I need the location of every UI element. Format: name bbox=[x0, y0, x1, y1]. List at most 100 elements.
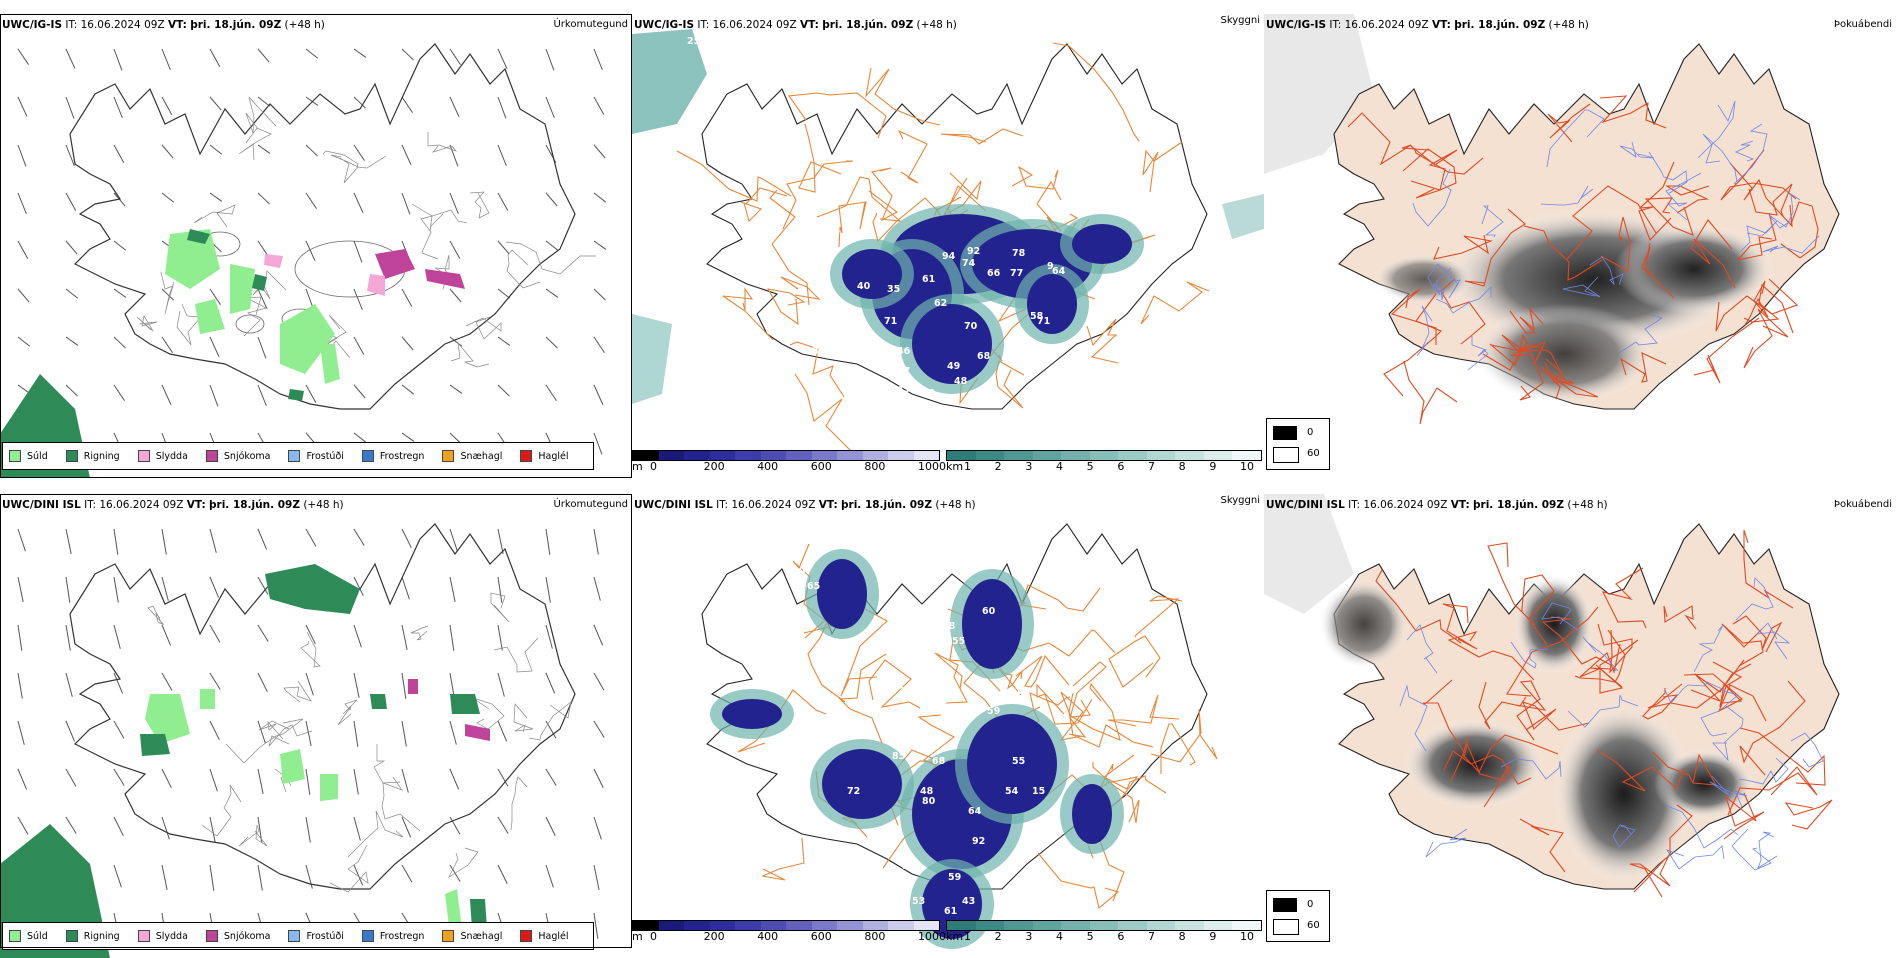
legend-item: Frostregn bbox=[361, 930, 425, 942]
panel-variable-title: Þokuábendi bbox=[1833, 19, 1892, 30]
legend-item: Haglél bbox=[520, 930, 569, 942]
colorbar-tick: 4 bbox=[1056, 930, 1063, 943]
visibility-map-canvas: 5065760585572591175688512155546415488092… bbox=[701, 523, 1218, 949]
elevation-label: 47 bbox=[897, 366, 910, 377]
panel-header: UWC/DINI ISL IT: 16.06.2024 09Z VT: þri.… bbox=[1266, 499, 1608, 511]
legend-item: Snæhagl bbox=[442, 930, 502, 942]
elevation-label: 92 bbox=[967, 246, 980, 257]
elevation-label: 35 bbox=[887, 284, 900, 295]
colorbar-tick: 6 bbox=[1117, 460, 1125, 473]
elevation-label: 66 bbox=[987, 268, 1001, 279]
colorbar-tick: 5 bbox=[1086, 460, 1094, 473]
precip-type-map-bottom: UWC/DINI ISL IT: 16.06.2024 09Z VT: þri.… bbox=[0, 494, 632, 958]
colorbar-tick: 5 bbox=[1086, 930, 1094, 943]
legend-item: Frostúði bbox=[288, 930, 344, 942]
colorbar-tick: 9 bbox=[1209, 930, 1217, 943]
legend-label: Frostregn bbox=[379, 450, 425, 462]
elevation-label: 77 bbox=[1010, 268, 1023, 279]
height-colorbar: m 0 200 400 600 800 1000 bbox=[632, 450, 946, 473]
elevation-label: 59 bbox=[987, 706, 1000, 717]
legend-item: Rigning bbox=[65, 450, 120, 462]
elevation-label: 48 bbox=[954, 376, 968, 387]
visibility-map-top: 257 56 40 35 61 62 71 94 92 74 66 77 78 64 9 58 70 71 46 47… bbox=[632, 14, 1264, 478]
elevation-label: 56 bbox=[827, 226, 841, 237]
legend-swatch bbox=[288, 930, 301, 942]
elevation-label: 15 bbox=[1032, 786, 1045, 797]
legend-item: Haglél bbox=[520, 450, 569, 462]
legend-label: Haglél bbox=[538, 450, 569, 462]
elevation-label: 58 bbox=[1030, 311, 1044, 322]
legend-label: Súld bbox=[27, 930, 48, 942]
elevation-label: 55 bbox=[1012, 756, 1025, 767]
legend-swatch bbox=[205, 450, 218, 462]
elevation-label: 11 bbox=[922, 726, 935, 737]
elevation-label: 92 bbox=[972, 836, 985, 847]
colorbar-tick: 4 bbox=[1056, 460, 1063, 473]
colorbar-tick: 1000 bbox=[918, 930, 946, 943]
colorbar-tick: 8 bbox=[1178, 930, 1186, 943]
panel-variable-title: Úrkomutegund bbox=[553, 19, 628, 30]
colorbar-tick: 600 bbox=[810, 460, 832, 473]
fog-indicator-map-canvas bbox=[1264, 14, 1840, 425]
fog-indicator-map-bottom: UWC/DINI ISL IT: 16.06.2024 09Z VT: þri.… bbox=[1264, 494, 1896, 958]
elevation-label: 30 bbox=[922, 388, 936, 399]
precip-type-map-top: UWC/IG-IS IT: 16.06.2024 09Z VT: þri. 18… bbox=[0, 14, 632, 478]
legend-swatch bbox=[65, 450, 78, 462]
legend-swatch bbox=[65, 930, 78, 942]
colorbar-tick: 0 bbox=[650, 930, 657, 943]
legend-swatch bbox=[137, 450, 150, 462]
colorbar-unit: km bbox=[946, 460, 964, 473]
colorbar-tick: 400 bbox=[757, 460, 779, 473]
colorbar-tick: 600 bbox=[810, 930, 832, 943]
elevation-label: 58 bbox=[942, 621, 956, 632]
colorbar-tick: 800 bbox=[864, 460, 886, 473]
legend-label: Snæhagl bbox=[460, 930, 503, 942]
colorbar-tick: 9 bbox=[1209, 460, 1217, 473]
visibility-colorbar: km 1 2 3 4 5 6 7 8 9 10 bbox=[946, 450, 1264, 473]
colorbar-unit: m bbox=[632, 460, 643, 473]
colorbar-tick: 0 bbox=[650, 460, 657, 473]
elevation-label: 43 bbox=[962, 896, 975, 907]
legend-swatch bbox=[442, 450, 455, 462]
elevation-label: 71 bbox=[884, 316, 897, 327]
legend-label: Snæhagl bbox=[460, 450, 503, 462]
legend-item: Slydda bbox=[137, 930, 188, 942]
legend-swatch bbox=[205, 930, 218, 942]
colorbar-tick: 10 bbox=[1240, 460, 1254, 473]
elevation-label: 94 bbox=[942, 251, 956, 262]
panel-header: UWC/IG-IS IT: 16.06.2024 09Z VT: þri. 18… bbox=[634, 19, 957, 31]
elevation-label: 70 bbox=[964, 321, 978, 332]
elevation-label: 71 bbox=[1037, 316, 1050, 327]
legend-swatch bbox=[288, 450, 301, 462]
elevation-label: 68 bbox=[977, 351, 991, 362]
legend-label: Frostregn bbox=[379, 930, 425, 942]
elevation-label: 75 bbox=[927, 741, 940, 752]
legend-item: Snjókoma bbox=[205, 930, 270, 942]
legend-item: Súld bbox=[9, 450, 48, 462]
panel-header: UWC/IG-IS IT: 16.06.2024 09Z VT: þri. 18… bbox=[1266, 19, 1589, 31]
legend-item: Slydda bbox=[137, 450, 188, 462]
colorbar-tick: 2 bbox=[994, 930, 1002, 943]
legend-swatch bbox=[137, 930, 150, 942]
fog-indicator-map-canvas bbox=[1264, 494, 1840, 898]
elevation-label: 68 bbox=[932, 756, 946, 767]
elevation-label: 78 bbox=[1012, 248, 1026, 259]
elevation-label: 61 bbox=[922, 274, 935, 285]
elevation-label: 56 bbox=[787, 786, 801, 797]
visibility-map-bottom: 50 65 7 60 58 55 72 59 11 75 68 85 121 55 54 64 15 48 80 92… bbox=[632, 494, 1264, 958]
elevation-label: 85 bbox=[812, 346, 825, 357]
legend-swatch bbox=[9, 930, 21, 942]
precip-type-legend: Súld Rigning Slydda Snjókoma Frostúði Frostre… bbox=[2, 442, 594, 470]
colorbar-tick: 2 bbox=[994, 460, 1002, 473]
fog-legend: 0 60 bbox=[1266, 418, 1330, 470]
elevation-label: 72 bbox=[847, 786, 860, 797]
legend-item: Rigning bbox=[65, 930, 120, 942]
elevation-label: 61 bbox=[944, 906, 957, 917]
legend-item: Snjókoma bbox=[205, 450, 270, 462]
elevation-label: 59 bbox=[948, 872, 961, 883]
panel-header: UWC/DINI ISL IT: 16.06.2024 09Z VT: þri.… bbox=[634, 499, 976, 511]
legend-label: Frostúði bbox=[306, 450, 344, 462]
colorbar-tick: 7 bbox=[1148, 460, 1155, 473]
colorbar-unit: m bbox=[632, 930, 643, 943]
legend-swatch bbox=[442, 930, 455, 942]
